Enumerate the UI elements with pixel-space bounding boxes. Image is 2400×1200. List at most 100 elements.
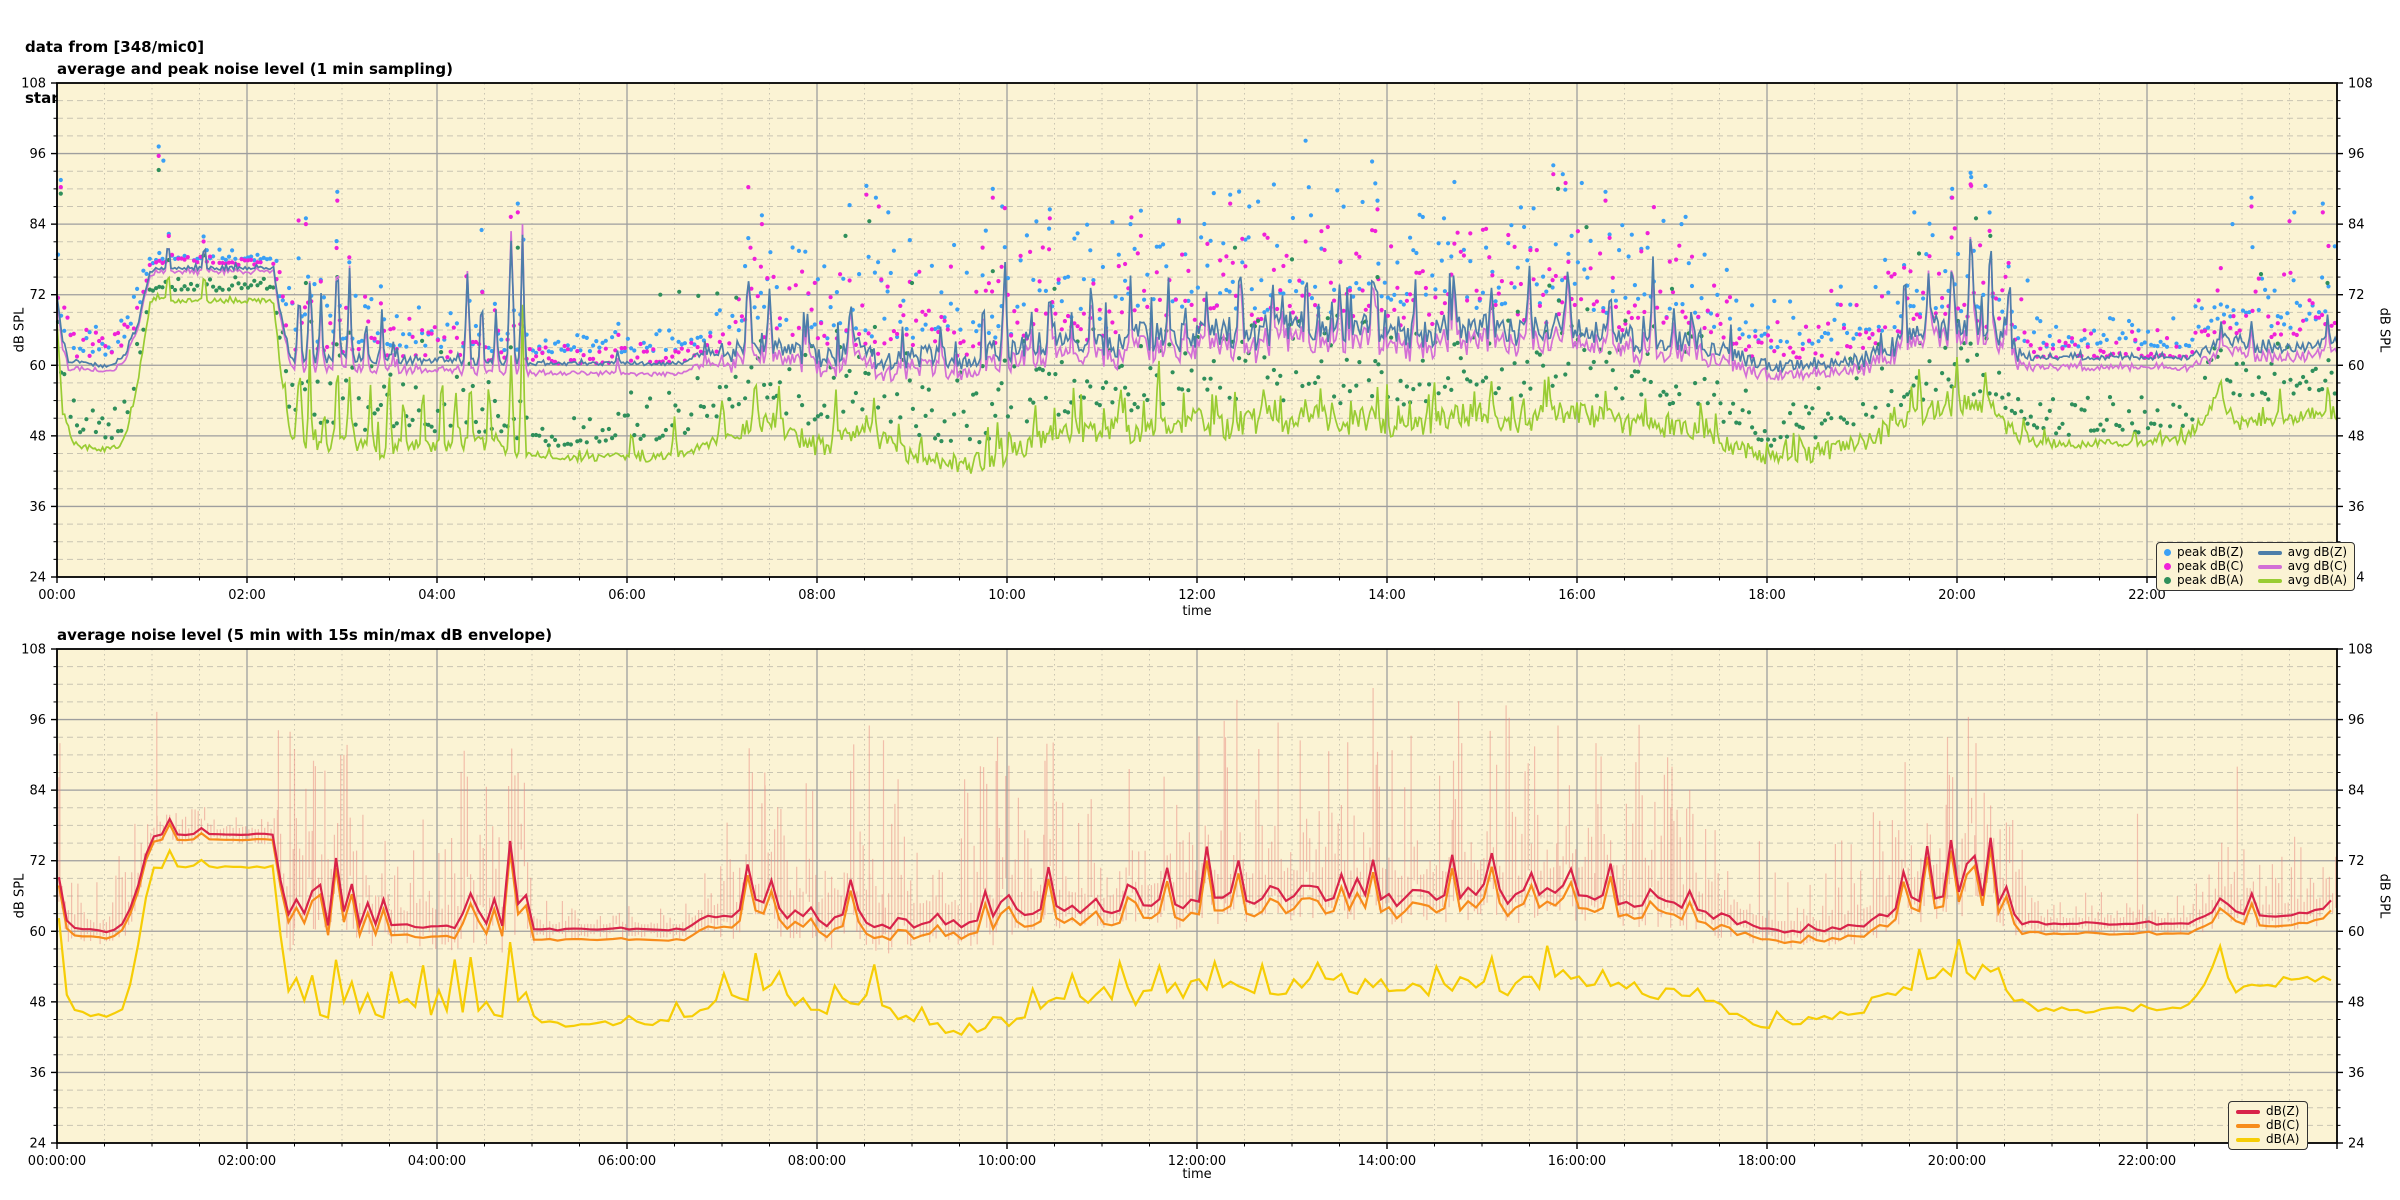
x-tick-label: 12:00:00 [1168, 1154, 1226, 1169]
peak-dot [572, 358, 577, 363]
peak-dot [334, 342, 339, 347]
peak-dot [2139, 342, 2144, 347]
peak-dot [616, 411, 621, 416]
peak-dot [1043, 311, 1048, 316]
peak-dot [112, 332, 117, 337]
y-tick-label-right: 36 [2348, 1066, 2365, 1081]
peak-dot [2019, 297, 2024, 302]
peak-dot [1173, 297, 1178, 302]
peak-dot [401, 332, 406, 337]
peak-dot [752, 256, 757, 261]
peak-dot [207, 277, 213, 282]
peak-dot [2050, 397, 2056, 402]
peak-dot-outlier [1973, 216, 1979, 221]
peak-dot [287, 285, 292, 291]
legend-swatch [2257, 578, 2282, 583]
peak-dot [2259, 276, 2265, 281]
peak-dot [1078, 327, 1083, 332]
peak-dot [1876, 328, 1881, 333]
peak-dot [980, 273, 985, 278]
peak-dot [534, 350, 539, 355]
peak-dot [2193, 330, 2198, 335]
peak-dot [1458, 356, 1463, 361]
peak-dot [2104, 417, 2109, 422]
peak-dot [1788, 299, 1793, 304]
peak-dot [1746, 344, 1752, 349]
peak-dot [1794, 355, 1799, 360]
peak-dot [1560, 278, 1565, 283]
peak-dot [581, 353, 586, 358]
peak-dot [1465, 377, 1470, 382]
peak-dot [2164, 344, 2170, 349]
peak-dot [508, 214, 513, 219]
peak-dot [882, 316, 887, 321]
peak-dot [2269, 324, 2274, 329]
y-tick-label-right: 96 [2348, 147, 2365, 162]
peak-dot [1496, 291, 1501, 296]
peak-dot [1107, 309, 1112, 314]
peak-dot-outlier [1052, 286, 1057, 291]
peak-dot [182, 257, 187, 262]
peak-dot [2047, 408, 2052, 413]
peak-dot [1791, 350, 1796, 355]
peak-dot [2247, 310, 2252, 315]
peak-dot-outlier [696, 293, 701, 298]
peak-dot-outlier [58, 177, 63, 183]
peak-dot [271, 285, 276, 290]
peak-dot [749, 286, 754, 291]
peak-dot [290, 382, 295, 387]
peak-dot [1917, 315, 1923, 320]
peak-dot [1328, 280, 1333, 285]
peak-dot [1325, 224, 1330, 230]
peak-dot [442, 335, 447, 340]
peak-dot [996, 324, 1001, 329]
peak-dot [711, 403, 716, 408]
peak-dot [838, 321, 843, 326]
peak-dot [1851, 422, 1856, 427]
peak-dot [1484, 375, 1489, 380]
peak-dot [1772, 298, 1777, 304]
peak-dot [1385, 313, 1390, 318]
peak-dot [1259, 278, 1264, 283]
peak-dot [2291, 278, 2296, 283]
peak-dot [1265, 375, 1270, 380]
peak-dot [1395, 260, 1400, 265]
peak-dot [1867, 327, 1872, 332]
peak-dot [1803, 324, 1809, 329]
y-tick-label-left: 24 [29, 1137, 46, 1152]
peak-dot [714, 311, 719, 317]
peak-dot [2101, 332, 2106, 338]
peak-dot [1455, 230, 1460, 235]
peak-dot [695, 345, 700, 350]
peak-dot-outlier [715, 291, 720, 296]
peak-dot [1604, 359, 1609, 364]
peak-dot [157, 250, 162, 256]
peak-dot [616, 332, 621, 337]
peak-dot [1601, 309, 1606, 314]
peak-dot [97, 420, 102, 425]
peak-dot [1886, 403, 1891, 408]
peak-dot [879, 277, 884, 282]
peak-dot [1452, 342, 1457, 347]
peak-dot [1582, 347, 1587, 353]
peak-dot [594, 435, 599, 440]
peak-dot [1465, 295, 1470, 300]
peak-dot [2057, 339, 2062, 344]
peak-dot [1677, 392, 1682, 397]
peak-dot [312, 282, 317, 287]
peak-dot [853, 390, 859, 396]
peak-dot [1062, 275, 1067, 280]
peak-dot [1271, 267, 1276, 272]
peak-dot [1778, 339, 1783, 344]
peak-dot [2196, 324, 2201, 329]
peak-dot [1680, 309, 1685, 314]
peak-dot [1370, 159, 1375, 164]
peak-dot [2316, 315, 2322, 320]
peak-dot [287, 404, 292, 409]
peak-dot [1062, 409, 1067, 414]
peak-dot [1123, 385, 1128, 390]
peak-dot [2130, 329, 2135, 334]
peak-dot [369, 297, 374, 302]
peak-dot [1968, 170, 1973, 175]
peak-dot [2202, 328, 2208, 333]
